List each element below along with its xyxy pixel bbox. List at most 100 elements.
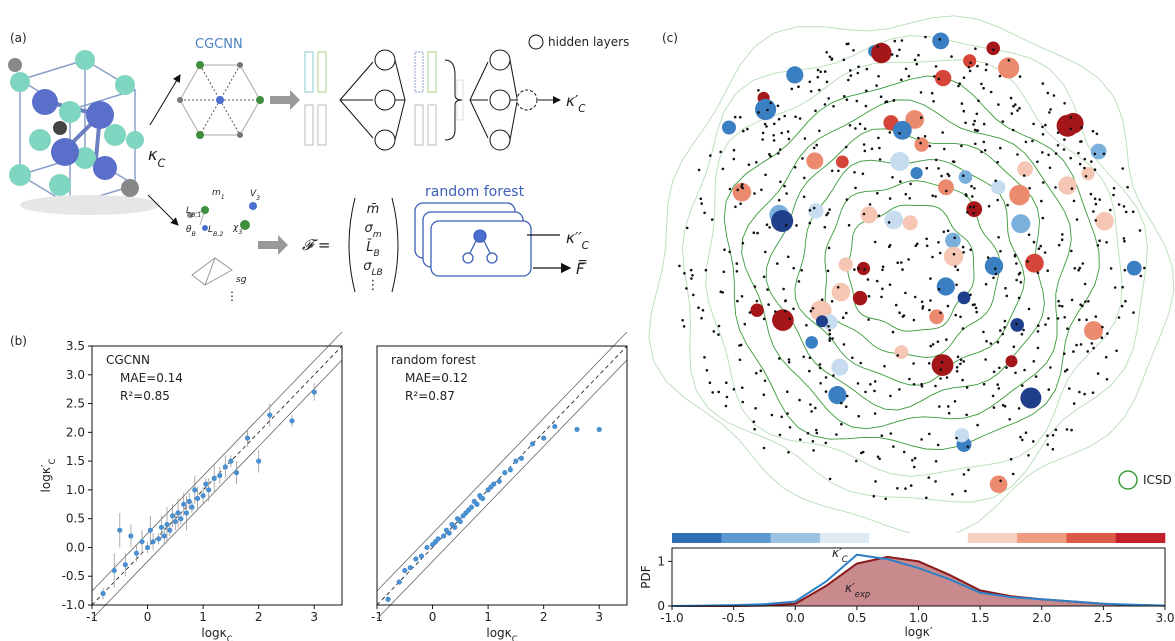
material-dot [982, 122, 986, 126]
material-marker [1011, 214, 1031, 234]
material-dot [815, 428, 818, 432]
y-tick-label: 1 [657, 554, 665, 568]
point [435, 536, 441, 542]
point [181, 501, 187, 507]
material-dot [996, 340, 1000, 344]
material-dot [863, 127, 867, 130]
material-dot [1083, 392, 1086, 396]
material-dot [785, 192, 788, 195]
material-dot [1031, 139, 1034, 143]
material-dot [811, 440, 815, 443]
material-dot [841, 316, 845, 320]
material-dot [769, 154, 772, 158]
line [671, 553, 1166, 607]
material-dot [862, 212, 866, 216]
point [424, 544, 430, 551]
material-dot [797, 85, 800, 88]
material-dot [832, 105, 835, 108]
material-dot [1014, 371, 1017, 375]
material-dot [849, 74, 853, 77]
material-dot [927, 362, 931, 365]
material-dot [1079, 343, 1083, 346]
material-dot [768, 153, 771, 156]
material-dot [937, 288, 941, 291]
material-dot [959, 362, 962, 366]
kappa-c-prime: κ′C [566, 92, 586, 115]
material-dot [740, 295, 744, 298]
material-dot [994, 179, 997, 183]
arrows [147, 74, 181, 226]
material-dot [996, 383, 999, 386]
material-dot [907, 74, 911, 78]
material-dot [826, 211, 830, 215]
material-dot [1105, 378, 1109, 381]
material-dot [974, 142, 977, 146]
x-tick-label: -0.5 [722, 611, 745, 625]
material-dot [1084, 300, 1087, 303]
x-tick-label: 1.0 [909, 611, 928, 625]
material-dot [909, 484, 913, 487]
material-dot [823, 70, 827, 73]
material-dot [811, 307, 815, 310]
material-dot [752, 420, 756, 424]
material-dot [876, 455, 880, 459]
material-dot [772, 134, 775, 137]
material-dot [722, 270, 726, 274]
point [418, 553, 425, 559]
material-dot [950, 55, 953, 58]
material-dot [997, 103, 1000, 106]
material-dot [938, 251, 942, 255]
point [441, 533, 447, 539]
material-marker [934, 69, 952, 87]
material-dot [915, 62, 919, 66]
material-dot [697, 306, 700, 310]
material-dot [743, 322, 747, 326]
y-tick-label: -0.5 [62, 569, 85, 583]
material-dot [956, 355, 960, 359]
material-marker [998, 57, 1020, 79]
feature-dots: ⋮ [226, 289, 238, 303]
point [150, 539, 156, 545]
material-dot [705, 369, 709, 372]
material-dot [977, 99, 980, 102]
material-dot [1047, 388, 1051, 391]
matrix-entry-symbol: ⋮ [367, 278, 380, 293]
material-dot [767, 303, 770, 306]
material-marker [914, 137, 929, 152]
material-dot [986, 256, 990, 259]
material-dot [814, 406, 817, 410]
material-dot [742, 129, 745, 133]
material-marker [1020, 387, 1042, 409]
material-dot [889, 432, 893, 435]
material-dot [808, 221, 812, 225]
material-dot [887, 221, 891, 224]
material-dot [899, 180, 902, 183]
series-label-sub: exp [855, 589, 870, 599]
material-dot [912, 318, 916, 322]
point [161, 533, 167, 539]
material-dot [825, 51, 828, 54]
material-dot [969, 293, 972, 297]
x-tick-label: -1 [371, 610, 383, 624]
material-dot [962, 473, 966, 476]
material-dot [916, 242, 919, 246]
material-dot [1015, 262, 1018, 265]
material-dot [1096, 244, 1100, 247]
material-dot [1057, 299, 1060, 303]
colorbar-segment [721, 533, 771, 543]
material-dot [787, 137, 791, 141]
material-dot [901, 315, 905, 318]
material-dot [1085, 318, 1088, 322]
material-dot [974, 306, 978, 310]
material-dot [721, 167, 725, 171]
material-dot [732, 148, 736, 152]
material-dot [1021, 384, 1024, 387]
point [244, 435, 251, 441]
material-dot [1041, 82, 1045, 85]
material-marker [954, 428, 969, 443]
feature-m1: m1 [212, 188, 225, 201]
x-axis-label-symbol: logκ [201, 626, 226, 640]
material-dot [1094, 202, 1098, 206]
material-dot [723, 248, 726, 251]
material-dot [965, 413, 968, 417]
